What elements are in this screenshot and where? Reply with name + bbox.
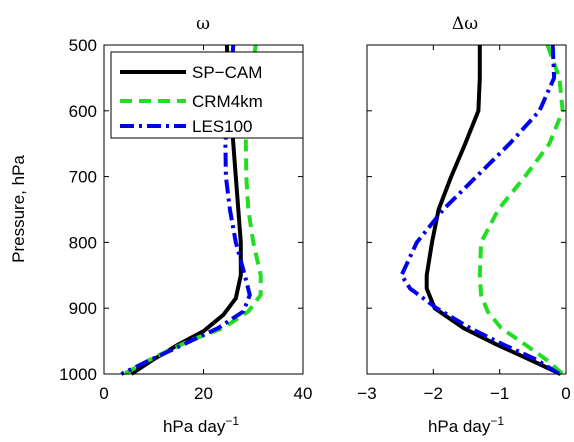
series-line-les100	[120, 44, 252, 376]
x-tick-label: 40	[294, 384, 313, 403]
legend: SP−CAM CRM4km LES100	[110, 51, 304, 139]
y-tick-label: 800	[69, 233, 97, 252]
panel-delta-omega: Δω −3 −2 −1 0 hPa day−1	[357, 14, 570, 436]
plot-frame-delta-omega	[366, 44, 567, 375]
legend-box	[110, 51, 304, 139]
series-line-crm4km	[477, 44, 565, 376]
y-axis-label: Pressure, hPa	[9, 155, 28, 263]
x-tick-label: 0	[99, 384, 108, 403]
y-tick-label: 900	[69, 299, 97, 318]
y-tick-label: 1000	[59, 365, 97, 384]
legend-label-spcam: SP−CAM	[192, 63, 262, 82]
panel-omega: ω 0 20 40 500 600 700 800 900 1000 hPa day−1 Pr…	[9, 14, 312, 436]
y-tick-label: 500	[69, 36, 97, 55]
legend-label-crm4km: CRM4km	[192, 92, 263, 111]
panel-title-delta-omega: Δω	[452, 14, 478, 34]
y-tick-label: 700	[69, 168, 97, 187]
series-group-delta-omega	[399, 44, 565, 376]
panel-title-omega: ω	[196, 14, 210, 34]
legend-label-les100: LES100	[192, 117, 253, 136]
x-tick-label: 0	[561, 384, 570, 403]
series-line-sp-cam	[424, 45, 562, 376]
x-tick-label: −1	[490, 384, 509, 403]
x-tick-label: 20	[194, 384, 213, 403]
x-tick-label: −3	[357, 384, 376, 403]
x-tick-label: −2	[424, 384, 443, 403]
y-tick-label: 600	[69, 102, 97, 121]
y-ticks-delta-omega	[367, 44, 566, 375]
x-axis-label-delta-omega: hPa day−1	[428, 414, 504, 436]
y-ticks-omega: 500 600 700 800 900 1000	[59, 36, 303, 384]
x-ticks-omega: 0 20 40	[99, 45, 312, 403]
x-ticks-delta-omega: −3 −2 −1 0	[357, 45, 571, 403]
x-axis-label-omega: hPa day−1	[163, 414, 239, 436]
